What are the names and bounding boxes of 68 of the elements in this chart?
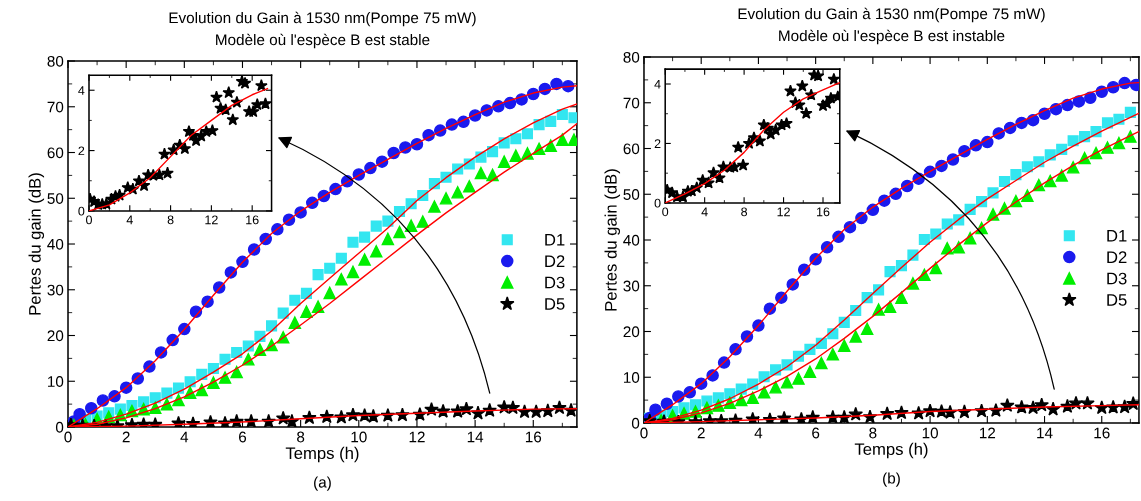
y-tick-label: 60	[47, 147, 64, 159]
chart-title: Evolution du Gain à 1530 nm(Pompe 75 mW)	[738, 7, 1045, 23]
chart-title: Evolution du Gain à 1530 nm(Pompe 75 mW)	[169, 11, 476, 27]
chart-subtitle: Modèle où l'espèce B est instable	[779, 29, 1005, 45]
x-tick-label: 16	[246, 215, 259, 225]
x-tick-label: 4	[126, 215, 133, 225]
y-tick-label: 50	[623, 189, 640, 200]
x-tick-label: 16	[1094, 427, 1110, 439]
y-tick-label: 0	[631, 417, 640, 429]
x-tick-label: 12	[979, 427, 996, 439]
y-tick-label: 2	[78, 146, 85, 156]
x-tick-label: 2	[697, 427, 705, 439]
y-tick-label: 20	[623, 326, 640, 338]
x-tick-label: 2	[122, 431, 130, 443]
y-tick-label: 70	[47, 101, 64, 113]
x-tick-label: 16	[525, 431, 542, 443]
y-tick-label: 40	[623, 234, 640, 246]
x-tick-label: 8	[869, 427, 877, 439]
x-tick-label: 12	[409, 431, 425, 443]
legend-label: D1	[545, 234, 565, 246]
y-tick-label: 4	[654, 79, 661, 89]
legend-label: D3	[1107, 272, 1127, 285]
x-tick-label: 6	[239, 431, 247, 443]
x-tick-label: 12	[205, 215, 218, 225]
x-tick-label: 4	[180, 431, 189, 443]
text: (a)	[314, 476, 331, 491]
legend-label: D3	[545, 276, 565, 289]
x-tick-label: 10	[351, 431, 367, 443]
text: (b)	[883, 472, 900, 487]
y-axis-title: Pertes du gain (dB)	[28, 173, 45, 315]
y-tick-label: 40	[47, 238, 64, 250]
x-tick-label: 0	[640, 427, 648, 439]
y-tick-label: 4	[78, 86, 85, 95]
x-tick-label: 4	[754, 427, 763, 439]
x-tick-label: 10	[922, 427, 938, 439]
y-tick-label: 80	[623, 51, 640, 63]
x-tick-label: 4	[701, 207, 708, 217]
x-tick-label: 0	[662, 207, 669, 217]
y-tick-label: 30	[623, 280, 640, 292]
legend-label: D5	[545, 298, 565, 310]
x-axis-title: Temps (h)	[854, 442, 928, 459]
y-tick-label: 10	[48, 376, 64, 387]
y-tick-label: 10	[623, 372, 640, 383]
legend-label: D5	[1107, 294, 1127, 306]
y-tick-label: 80	[47, 55, 64, 67]
x-axis-title: Temps (h)	[285, 446, 359, 463]
y-tick-label: 20	[47, 330, 64, 342]
chart-subtitle: Modèle où l'espèce B est stable	[216, 33, 430, 49]
x-tick-label: 8	[741, 207, 748, 217]
y-tick-label: 30	[47, 284, 64, 296]
x-tick-label: 0	[64, 431, 72, 443]
x-tick-label: 12	[777, 207, 790, 217]
y-tick-label: 0	[654, 198, 661, 208]
x-tick-label: 6	[812, 427, 820, 439]
y-tick-label: 70	[623, 97, 640, 109]
y-tick-label: 50	[47, 193, 64, 204]
legend-label: D2	[1107, 251, 1127, 263]
x-tick-label: 14	[467, 431, 484, 443]
y-tick-label: 60	[623, 143, 640, 155]
x-tick-label: 8	[297, 431, 305, 443]
x-tick-label: 16	[817, 207, 830, 217]
legend-label: D2	[545, 255, 565, 267]
x-tick-label: 14	[1037, 427, 1053, 439]
x-tick-label: 0	[86, 215, 92, 225]
x-tick-label: 8	[167, 215, 174, 225]
y-tick-label: 2	[654, 139, 661, 148]
legend-label: D1	[1107, 230, 1127, 242]
y-axis-title: Pertes du gain (dB)	[604, 169, 621, 311]
